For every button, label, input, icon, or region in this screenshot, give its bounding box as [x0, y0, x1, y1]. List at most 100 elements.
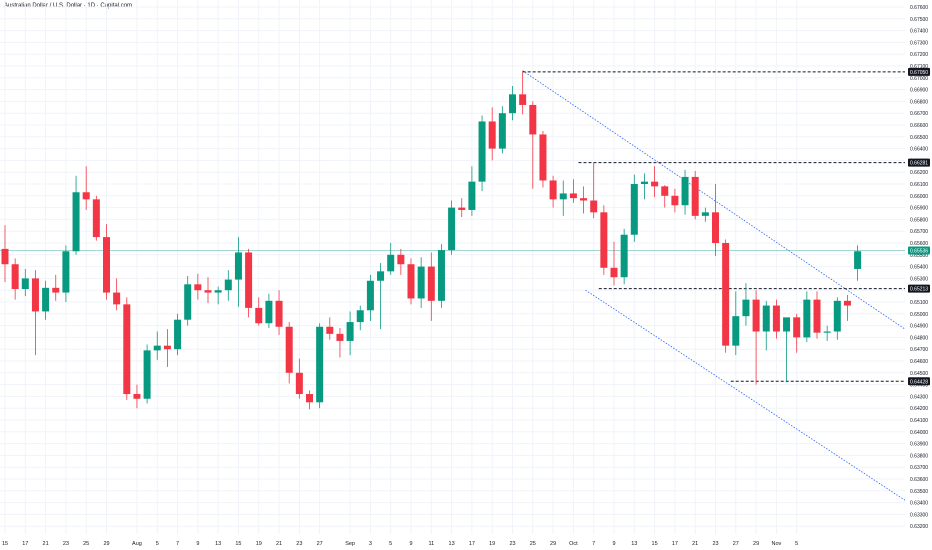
x-tick-label: 23 [509, 541, 515, 547]
candle-down [772, 305, 780, 332]
y-tick-label: 0.63400 [910, 501, 928, 507]
y-tick-label: 0.67600 [910, 5, 928, 11]
candle-down [488, 121, 496, 149]
candle-up [681, 176, 689, 206]
y-tick-label: 0.64000 [910, 430, 928, 436]
candle-down [163, 345, 171, 350]
y-tick-label: 0.64600 [910, 359, 928, 365]
candle-down [427, 266, 435, 301]
x-tick-label: 19 [256, 541, 262, 547]
price-level-label: 0.64428 [910, 379, 928, 385]
x-tick-label: 15 [235, 541, 241, 547]
candle-up [62, 251, 70, 293]
candle-up [783, 317, 791, 332]
candle-down [610, 267, 618, 278]
y-tick-label: 0.66900 [910, 88, 928, 94]
candle-down [529, 104, 537, 135]
y-tick-label: 0.67300 [910, 40, 928, 46]
x-tick-label: 27 [317, 541, 323, 547]
x-tick-label: 17 [22, 541, 28, 547]
candle-up [620, 234, 628, 278]
candle-down [52, 287, 60, 293]
y-tick-label: 0.66200 [910, 170, 928, 176]
candle-up [21, 278, 29, 290]
candle-down [295, 372, 303, 395]
candle-down [691, 176, 699, 216]
candle-down [661, 186, 669, 196]
candle-down [549, 180, 557, 200]
x-tick-label: 9 [612, 541, 615, 547]
y-tick-label: 0.64200 [910, 406, 928, 412]
candle-up [468, 181, 476, 210]
candle-down [407, 264, 415, 299]
x-tick-label: 13 [631, 541, 637, 547]
chart-title: Australian Dollar / U.S. Dollar · 1D · C… [4, 3, 133, 9]
x-tick-label: 13 [215, 541, 221, 547]
y-tick-label: 0.67400 [910, 29, 928, 35]
y-tick-label: 0.64900 [910, 324, 928, 330]
x-tick-label: 25 [83, 541, 89, 547]
x-tick-label: 29 [753, 541, 759, 547]
price-level-tag [908, 158, 930, 167]
candle-down [793, 317, 801, 338]
candle-down [255, 307, 263, 324]
x-tick-label: 9 [409, 541, 412, 547]
candle-up [509, 94, 516, 114]
x-tick-label: 27 [733, 541, 739, 547]
y-tick-label: 0.66500 [910, 135, 928, 141]
candle-up [823, 331, 831, 333]
candle-down [123, 304, 131, 395]
candle-up [732, 316, 740, 346]
candle-up [437, 250, 445, 301]
x-tick-label: 7 [592, 541, 595, 547]
candle-down [285, 326, 293, 373]
y-tick-label: 0.65500 [910, 253, 928, 259]
x-tick-label: 23 [63, 541, 69, 547]
x-tick-label: 23 [712, 541, 718, 547]
y-tick-label: 0.66000 [910, 194, 928, 200]
candle-down [306, 394, 313, 403]
x-tick-label: 29 [103, 541, 109, 547]
x-tick-label: Nov [772, 541, 782, 547]
candle-down [133, 394, 141, 399]
x-tick-label: 21 [692, 541, 698, 547]
candle-up [143, 350, 151, 399]
candle-up [803, 299, 811, 338]
candle-down [651, 181, 659, 187]
candle-down [458, 207, 466, 210]
y-tick-label: 0.65800 [910, 217, 928, 223]
candle-down [113, 292, 121, 305]
candle-down [31, 278, 39, 312]
candle-up [356, 310, 364, 323]
x-tick-label: 25 [530, 541, 536, 547]
x-tick-label: Sep [345, 541, 355, 547]
candle-up [42, 287, 50, 312]
candle-down [539, 134, 547, 181]
candle-up [630, 184, 638, 235]
y-tick-label: 0.67000 [910, 76, 928, 82]
y-tick-label: 0.67500 [910, 17, 928, 23]
candle-down [843, 300, 851, 306]
y-tick-label: 0.65600 [910, 241, 928, 247]
y-tick-label: 0.63900 [910, 442, 928, 448]
candle-down [92, 199, 100, 238]
candle-up [833, 300, 841, 332]
candle-up [498, 113, 506, 149]
candle-down [245, 252, 253, 308]
candle-down [11, 264, 19, 290]
candle-up [234, 252, 242, 280]
x-tick-label: 21 [276, 541, 282, 547]
x-tick-label: 5 [795, 541, 798, 547]
candle-up [316, 326, 324, 403]
candle-up [387, 254, 395, 272]
y-tick-label: 0.67200 [910, 52, 928, 58]
candle-up [640, 181, 648, 184]
candle-down [194, 284, 202, 291]
candle-up [184, 284, 192, 320]
candle-up [153, 345, 161, 351]
candle-up [346, 322, 354, 341]
candle-down [103, 237, 110, 293]
candle-down [580, 198, 588, 201]
y-tick-label: 0.64100 [910, 418, 928, 424]
